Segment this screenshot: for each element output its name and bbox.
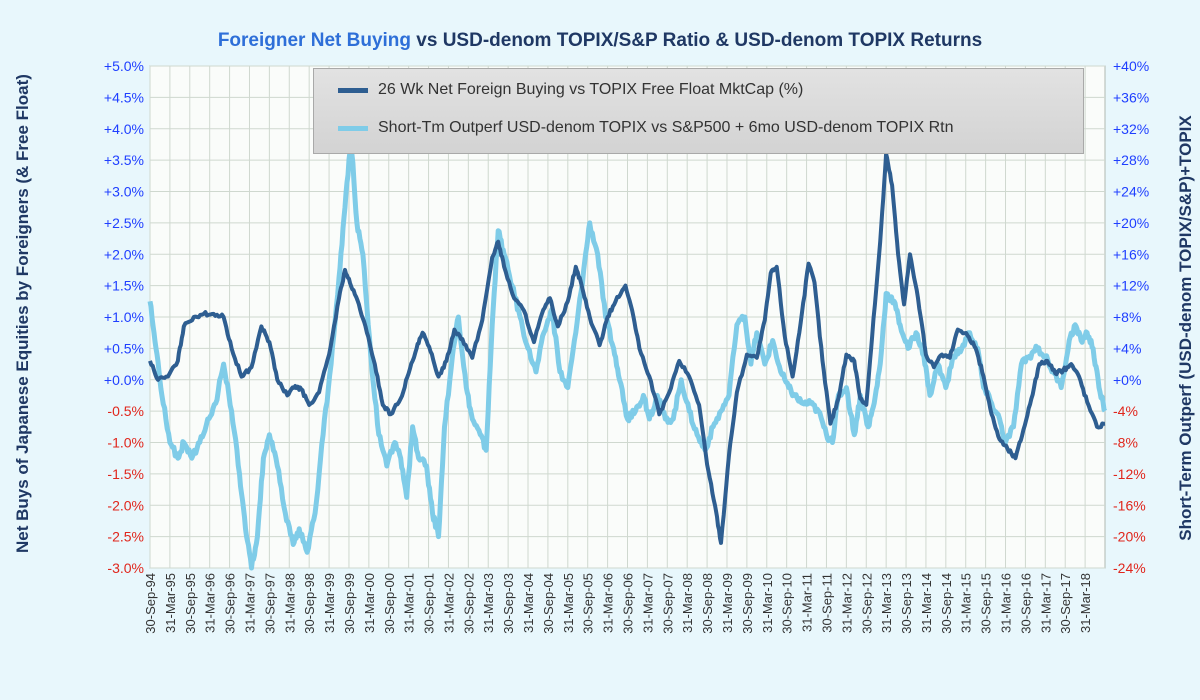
- y-tick-right: +0%: [1113, 372, 1141, 388]
- y-tick-right: +12%: [1113, 278, 1149, 294]
- y-tick-right: -4%: [1113, 403, 1138, 419]
- x-tick-label: 31-Mar-11: [800, 573, 815, 632]
- legend-label-net-buying: 26 Wk Net Foreign Buying vs TOPIX Free F…: [378, 81, 804, 98]
- x-tick-label: 31-Mar-13: [879, 573, 894, 633]
- chart-title-accent: Foreigner Net Buying: [217, 30, 412, 51]
- y-tick-right: +20%: [1113, 215, 1149, 231]
- x-tick-label: 30-Sep-08: [700, 573, 715, 634]
- x-tick-label: 31-Mar-99: [322, 573, 337, 633]
- legend-swatch-outperf: [338, 125, 368, 131]
- x-tick-label: 31-Mar-02: [441, 573, 456, 633]
- y-tick-left: +0.0%: [104, 372, 144, 388]
- x-tick-label: 30-Sep-98: [302, 573, 317, 634]
- x-tick-label: 31-Mar-12: [839, 573, 854, 633]
- x-tick-label: 31-Mar-08: [680, 573, 695, 633]
- x-tick-label: 30-Sep-06: [621, 573, 636, 634]
- x-tick-label: 30-Sep-17: [1058, 573, 1073, 634]
- y-tick-left: -0.5%: [107, 403, 144, 419]
- legend-swatch-net-buying: [338, 87, 368, 93]
- y-tick-right: +8%: [1113, 309, 1141, 325]
- x-tick-label: 31-Mar-07: [640, 573, 655, 633]
- x-tick-label: 30-Sep-13: [899, 573, 914, 634]
- x-tick-label: 30-Sep-07: [660, 573, 675, 634]
- y-tick-right: +4%: [1113, 340, 1141, 356]
- y-tick-left: +4.0%: [104, 121, 144, 137]
- legend-entry-net-buying: 26 Wk Net Foreign Buying vs TOPIX Free F…: [338, 78, 803, 102]
- legend-label-outperf: Short-Tm Outperf USD-denom TOPIX vs S&P5…: [378, 119, 954, 136]
- x-tick-label: 31-Mar-18: [1078, 573, 1093, 633]
- x-tick-label: 30-Sep-95: [183, 573, 198, 634]
- y-tick-right: +28%: [1113, 152, 1149, 168]
- y-tick-right: +16%: [1113, 246, 1149, 262]
- y-tick-left: +4.5%: [104, 89, 144, 105]
- y-tick-right: +24%: [1113, 184, 1149, 200]
- x-tick-label: 30-Sep-94: [143, 573, 158, 634]
- x-tick-label: 30-Sep-96: [223, 573, 238, 634]
- y-tick-left: +1.5%: [104, 278, 144, 294]
- x-tick-label: 30-Sep-99: [342, 573, 357, 634]
- y-tick-left: +2.0%: [104, 246, 144, 262]
- y-tick-left: +3.5%: [104, 152, 144, 168]
- x-tick-label: 30-Sep-14: [939, 573, 954, 634]
- x-tick-label: 30-Sep-10: [780, 573, 795, 634]
- x-tick-label: 30-Sep-16: [1018, 573, 1033, 634]
- x-tick-label: 31-Mar-14: [919, 573, 934, 633]
- x-tick-label: 31-Mar-00: [362, 573, 377, 633]
- y-tick-left: -2.0%: [107, 497, 144, 513]
- x-tick-label: 31-Mar-15: [959, 573, 974, 633]
- x-tick-label: 31-Mar-05: [561, 573, 576, 633]
- x-tick-label: 31-Mar-06: [601, 573, 616, 633]
- y-tick-right: +36%: [1113, 89, 1149, 105]
- y-tick-left: +0.5%: [104, 340, 144, 356]
- x-tick-label: 31-Mar-03: [481, 573, 496, 633]
- legend: 26 Wk Net Foreign Buying vs TOPIX Free F…: [313, 68, 1084, 154]
- x-tick-label: 31-Mar-96: [203, 573, 218, 633]
- y-tick-right: -16%: [1113, 497, 1146, 513]
- y-tick-left: -3.0%: [107, 560, 144, 576]
- x-tick-label: 30-Sep-01: [422, 573, 437, 634]
- y-tick-right: -24%: [1113, 560, 1146, 576]
- y-axis-label-right: Short-Term Outperf (USD-denom TOPIX/S&P)…: [1176, 115, 1195, 541]
- series-layer: [147, 134, 1108, 571]
- series-line-short-term-outperf: [147, 134, 1108, 571]
- x-tick-label: 31-Mar-16: [999, 573, 1014, 633]
- x-tick-label: 31-Mar-04: [521, 573, 536, 633]
- x-tick-label: 31-Mar-95: [163, 573, 178, 633]
- x-tick-label: 30-Sep-11: [819, 573, 834, 633]
- x-tick-label: 31-Mar-09: [720, 573, 735, 633]
- x-tick-label: 31-Mar-10: [760, 573, 775, 633]
- y-tick-left: +3.0%: [104, 184, 144, 200]
- x-tick-label: 30-Sep-03: [501, 573, 516, 634]
- y-tick-right: +32%: [1113, 121, 1149, 137]
- y-tick-right: -20%: [1113, 529, 1146, 545]
- y-tick-right: -8%: [1113, 435, 1138, 451]
- y-tick-right: -12%: [1113, 466, 1146, 482]
- x-tick-label: 31-Mar-98: [282, 573, 297, 633]
- y-tick-left: -2.5%: [107, 529, 144, 545]
- legend-entry-outperf: Short-Tm Outperf USD-denom TOPIX vs S&P5…: [338, 116, 953, 140]
- y-tick-left: +2.5%: [104, 215, 144, 231]
- x-tick-label: 30-Sep-09: [740, 573, 755, 634]
- x-tick-label: 30-Sep-02: [461, 573, 476, 634]
- y-axis-label-left: Net Buys of Japanese Equities by Foreign…: [13, 74, 32, 553]
- series-line-net-foreign-buying: [148, 151, 1106, 545]
- y-tick-right: +40%: [1113, 58, 1149, 74]
- y-tick-left: -1.5%: [107, 466, 144, 482]
- x-tick-label: 30-Sep-97: [262, 573, 277, 634]
- axis-layer: +5.0% +40% +4.5% +36% +4.0% +32% +3.5% +28% +3.0…: [104, 58, 1149, 634]
- x-tick-label: 30-Sep-04: [541, 573, 556, 634]
- chart-title: Foreigner Net Buying vs USD-denom TOPIX/…: [0, 30, 1200, 52]
- x-tick-label: 31-Mar-17: [1038, 573, 1053, 633]
- x-tick-label: 30-Sep-15: [979, 573, 994, 634]
- x-tick-label: 31-Mar-01: [402, 573, 417, 633]
- x-tick-label: 31-Mar-97: [242, 573, 257, 633]
- y-tick-left: +5.0%: [104, 58, 144, 74]
- y-tick-left: -1.0%: [107, 435, 144, 451]
- y-tick-left: +1.0%: [104, 309, 144, 325]
- x-tick-label: 30-Sep-00: [382, 573, 397, 634]
- x-tick-label: 30-Sep-12: [859, 573, 874, 634]
- chart-title-rest: vs USD-denom TOPIX/S&P Ratio & USD-denom…: [411, 30, 983, 51]
- x-tick-label: 30-Sep-05: [581, 573, 596, 634]
